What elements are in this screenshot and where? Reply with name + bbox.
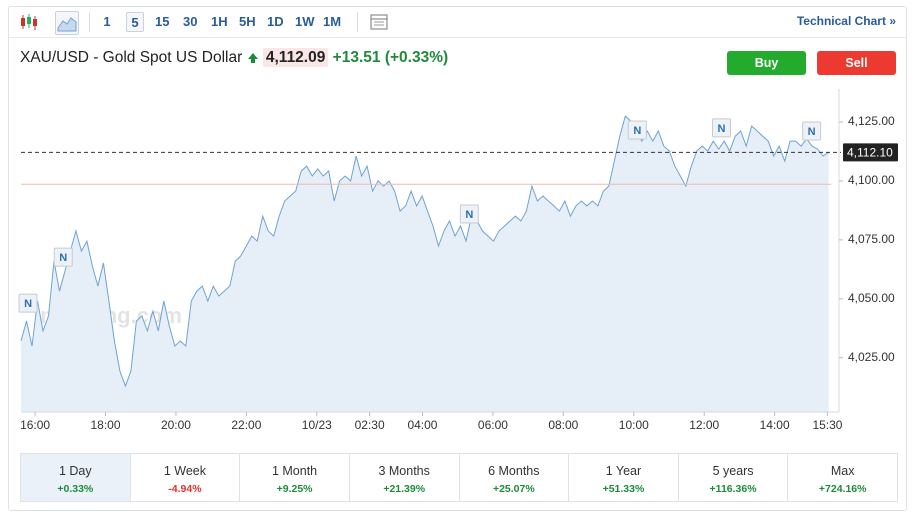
period-change[interactable]: -4.94%: [168, 483, 202, 495]
x-tick-label: 12:00: [689, 418, 719, 432]
candlestick-icon[interactable]: [18, 11, 40, 33]
news-marker-label: N: [717, 123, 725, 135]
period-label[interactable]: 1 Month: [271, 464, 318, 478]
y-tick-label: 4,050.00: [848, 291, 895, 305]
period-change[interactable]: +724.16%: [818, 483, 867, 495]
period-cell[interactable]: 1 Day +0.33%: [21, 454, 131, 501]
period-change[interactable]: +51.33%: [602, 483, 645, 495]
chart: Investing.com4,025.004,050.004,075.004,1…: [18, 89, 898, 432]
toolbar: 1 5 15 30 1H 5H 1D 1W 1M Technical Chart »: [9, 7, 906, 38]
x-tick-label: 18:00: [91, 418, 121, 432]
period-label[interactable]: 5 years: [712, 464, 754, 478]
interval-button[interactable]: 5: [126, 12, 144, 32]
period-cell[interactable]: 3 Months +21.39%: [350, 454, 460, 501]
y-tick-label: 4,075.00: [848, 232, 895, 246]
area-fill: [21, 116, 829, 412]
news-marker[interactable]: [711, 118, 731, 138]
x-tick-label: 15:30: [812, 418, 842, 432]
widget: Investing.com4,025.004,050.004,075.004,1…: [8, 6, 907, 511]
interval-button[interactable]: 1D: [267, 14, 284, 29]
news-marker[interactable]: [18, 293, 38, 313]
interval-button[interactable]: 15: [155, 14, 170, 29]
period-label[interactable]: Max: [830, 464, 855, 478]
current-price-label: 4,112.10: [847, 146, 893, 160]
x-tick-label: 20:00: [161, 418, 191, 432]
period-change[interactable]: +21.39%: [383, 483, 426, 495]
news-marker-label: N: [24, 298, 32, 310]
instrument-title: XAU/USD - Gold Spot US Dollar: [20, 49, 243, 66]
buy-button[interactable]: Buy: [727, 51, 806, 75]
x-tick-label: 06:00: [478, 418, 508, 432]
news-marker[interactable]: [802, 121, 822, 141]
news-marker-label: N: [465, 209, 473, 221]
separator: [89, 12, 90, 32]
settings-icon[interactable]: [368, 11, 390, 33]
up-arrow: [247, 53, 258, 63]
x-tick-label: 16:00: [20, 418, 50, 432]
period-label[interactable]: 6 Months: [488, 464, 540, 478]
period-label[interactable]: 1 Week: [163, 464, 207, 478]
price-change: +13.51: [332, 49, 381, 66]
technical-chart-link[interactable]: Technical Chart »: [797, 14, 896, 28]
current-price-tag: [843, 143, 898, 162]
instrument-header: XAU/USD - Gold Spot US Dollar 4,112.09 +…: [20, 48, 449, 71]
x-tick-label: 08:00: [548, 418, 578, 432]
interval-button[interactable]: 1: [103, 14, 111, 29]
interval-button[interactable]: 5H: [239, 14, 256, 29]
x-tick-label: 10/23: [302, 418, 332, 432]
period-change[interactable]: +116.36%: [709, 483, 757, 495]
period-table: 1 Day +0.33% 1 Week -4.94% 1 Month +9.25% 3 Mo…: [20, 453, 898, 502]
interval-button[interactable]: 30: [183, 14, 198, 29]
price-change-percent: (+0.33%): [384, 49, 449, 66]
period-label[interactable]: 1 Year: [605, 464, 642, 478]
link-arrow[interactable]: »: [889, 14, 896, 28]
period-change[interactable]: +9.25%: [276, 483, 313, 495]
period-cell[interactable]: 1 Week -4.94%: [131, 454, 241, 501]
period-change[interactable]: +25.07%: [492, 483, 535, 495]
period-cell[interactable]: 6 Months +25.07%: [460, 454, 570, 501]
period-label[interactable]: 1 Day: [58, 464, 92, 478]
separator: [357, 12, 358, 32]
period-cell[interactable]: Max +724.16%: [788, 454, 897, 501]
link-text[interactable]: Technical Chart: [796, 14, 886, 28]
y-tick-label: 4,025.00: [848, 350, 895, 364]
news-marker-label: N: [808, 126, 816, 138]
period-change[interactable]: +0.33%: [57, 483, 94, 495]
interval-button[interactable]: 1H: [211, 14, 228, 29]
price: 4,112.09: [262, 48, 329, 67]
period-cell[interactable]: 5 years +116.36%: [679, 454, 789, 501]
period-cell[interactable]: 1 Year +51.33%: [569, 454, 679, 501]
interval-button[interactable]: 1W: [295, 14, 315, 29]
area-icon[interactable]: [55, 11, 79, 35]
x-tick-label: 02:30: [355, 418, 385, 432]
sell-button[interactable]: Sell: [817, 51, 896, 75]
interval-button[interactable]: 1M: [323, 14, 342, 29]
news-marker-label: N: [633, 125, 641, 137]
period-cell[interactable]: 1 Month +9.25%: [240, 454, 350, 501]
y-tick-label: 4,125.00: [848, 114, 895, 128]
x-tick-label: 04:00: [407, 418, 437, 432]
price-line: [20, 115, 829, 388]
period-label[interactable]: 3 Months: [378, 464, 430, 478]
x-tick-label: 22:00: [231, 418, 261, 432]
news-marker[interactable]: [627, 120, 647, 140]
y-tick-label: 4,100.00: [848, 173, 895, 187]
x-tick-label: 14:00: [760, 418, 790, 432]
news-marker[interactable]: [53, 247, 73, 267]
news-marker[interactable]: [459, 204, 479, 224]
news-marker-label: N: [59, 252, 67, 264]
x-tick-label: 10:00: [619, 418, 649, 432]
